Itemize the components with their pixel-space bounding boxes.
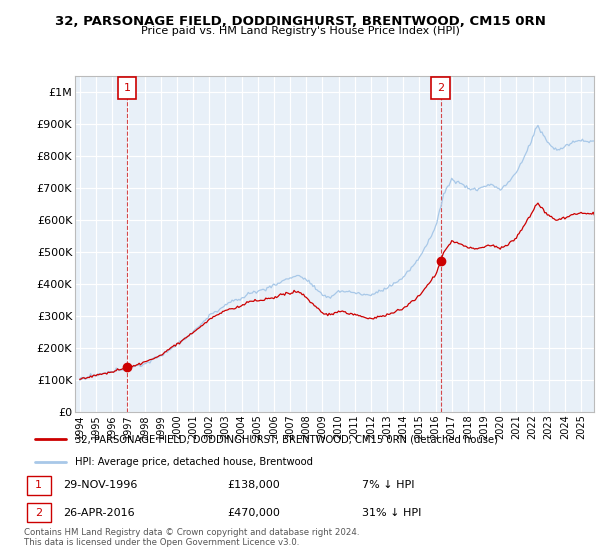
FancyBboxPatch shape	[431, 77, 450, 99]
Text: 2: 2	[437, 83, 444, 93]
Text: 2: 2	[35, 508, 42, 518]
Text: 32, PARSONAGE FIELD, DODDINGHURST, BRENTWOOD, CM15 0RN: 32, PARSONAGE FIELD, DODDINGHURST, BRENT…	[55, 15, 545, 28]
Text: HPI: Average price, detached house, Brentwood: HPI: Average price, detached house, Bren…	[75, 457, 313, 467]
Text: 31% ↓ HPI: 31% ↓ HPI	[362, 508, 422, 518]
Text: 1: 1	[124, 83, 130, 93]
Text: £470,000: £470,000	[227, 508, 280, 518]
Text: 1: 1	[35, 480, 42, 490]
Text: £138,000: £138,000	[227, 480, 280, 490]
Text: 7% ↓ HPI: 7% ↓ HPI	[362, 480, 415, 490]
FancyBboxPatch shape	[27, 503, 50, 522]
Text: Contains HM Land Registry data © Crown copyright and database right 2024.
This d: Contains HM Land Registry data © Crown c…	[24, 528, 359, 547]
Text: Price paid vs. HM Land Registry's House Price Index (HPI): Price paid vs. HM Land Registry's House …	[140, 26, 460, 36]
FancyBboxPatch shape	[118, 77, 136, 99]
FancyBboxPatch shape	[27, 476, 50, 494]
Text: 32, PARSONAGE FIELD, DODDINGHURST, BRENTWOOD, CM15 0RN (detached house): 32, PARSONAGE FIELD, DODDINGHURST, BRENT…	[75, 434, 498, 444]
Text: 26-APR-2016: 26-APR-2016	[64, 508, 135, 518]
Text: 29-NOV-1996: 29-NOV-1996	[64, 480, 138, 490]
